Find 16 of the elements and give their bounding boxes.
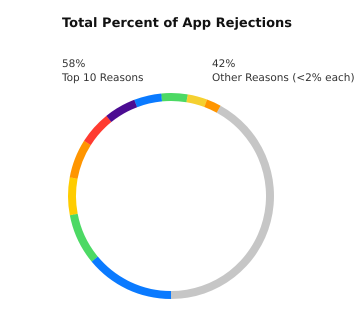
donut-slice [92, 256, 171, 299]
donut-slice [70, 140, 91, 179]
chart-title: Total Percent of App Rejections [62, 16, 292, 31]
donut-slice [106, 100, 138, 122]
donut-slice [204, 100, 221, 113]
donut-slice [186, 94, 208, 108]
donut-slice [161, 93, 188, 102]
donut-slice [70, 214, 98, 262]
text: 58% [62, 58, 86, 70]
donut-slice [84, 116, 112, 146]
donut-slice [134, 93, 162, 108]
donut-slice [68, 177, 78, 216]
donut-slice [171, 106, 274, 299]
text: Top 10 Reasons [62, 72, 144, 84]
text: 42% [212, 58, 236, 70]
text: Other Reasons (<2% each) [212, 72, 355, 84]
